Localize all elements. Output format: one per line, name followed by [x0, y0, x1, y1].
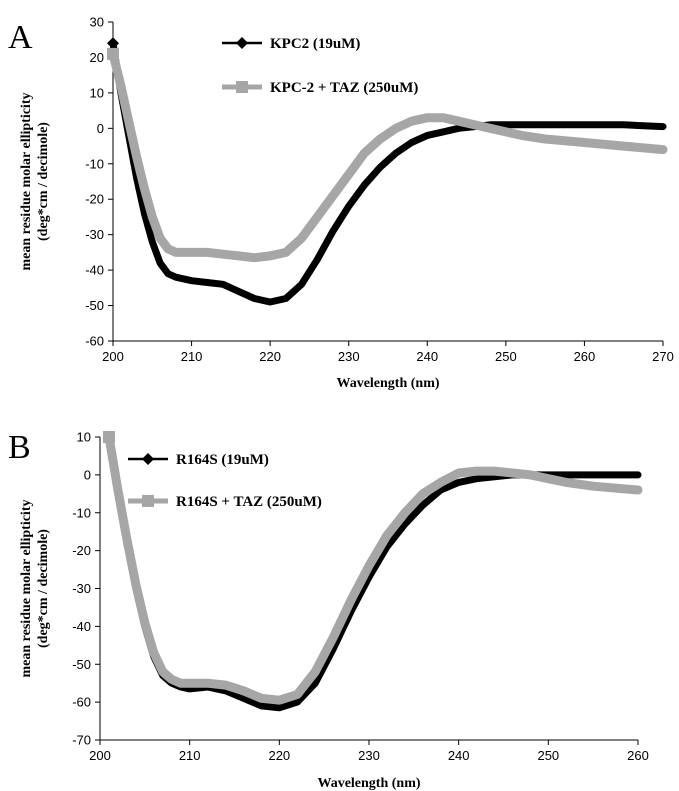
series-point [107, 47, 119, 60]
legend-marker [236, 37, 248, 49]
x-tick-label: 200 [89, 748, 111, 763]
y-axis-label-line: (deg*cm / decimole) [36, 529, 51, 648]
y-tick-label: -50 [72, 657, 91, 672]
y-tick-label: -50 [85, 298, 104, 313]
series-point [102, 431, 115, 443]
x-tick-label: 240 [416, 349, 438, 364]
y-tick-label: -10 [85, 156, 104, 171]
y-axis-label-line: mean residue molar ellipticity [19, 93, 34, 271]
x-tick-label: 230 [338, 349, 360, 364]
y-tick-label: -40 [85, 263, 104, 278]
x-tick-label: 220 [259, 349, 281, 364]
x-tick-label: 240 [448, 748, 470, 763]
x-tick-label: 260 [574, 349, 596, 364]
x-tick-label: 210 [179, 748, 201, 763]
x-tick-label: 200 [102, 349, 124, 364]
y-tick-label: -10 [72, 505, 91, 520]
x-tick-label: 210 [181, 349, 203, 364]
y-tick-label: 10 [77, 430, 91, 445]
y-tick-label: -30 [85, 227, 104, 242]
y-tick-label: 0 [84, 467, 91, 482]
y-axis-label-line: mean residue molar ellipticity [19, 500, 34, 678]
series-line-2 [108, 49, 668, 263]
y-tick-label: -60 [72, 695, 91, 710]
series-point [107, 37, 119, 50]
y-tick-label: -30 [72, 581, 91, 596]
y-tick-label: 0 [97, 121, 104, 136]
x-tick-label: 250 [495, 349, 517, 364]
legend-label: R164S (19uM) [176, 452, 269, 468]
y-tick-label: 10 [90, 85, 104, 100]
series-line-2 [104, 432, 643, 705]
legend-label: KPC2 (19uM) [270, 36, 360, 52]
legend-marker [142, 453, 154, 465]
x-tick-label: 250 [537, 748, 559, 763]
x-axis-label: Wavelength (nm) [317, 776, 420, 791]
y-tick-label: 30 [90, 15, 104, 30]
legend-label: KPC-2 + TAZ (250uM) [270, 80, 418, 96]
legend-marker [236, 81, 248, 93]
y-tick-label: -40 [72, 619, 91, 634]
legend-marker [142, 495, 154, 507]
y-tick-label: -60 [85, 334, 104, 349]
y-tick-label: 20 [90, 50, 104, 65]
x-tick-label: 260 [627, 748, 649, 763]
x-tick-label: 220 [268, 748, 290, 763]
x-tick-label: 270 [652, 349, 674, 364]
y-tick-label: -20 [72, 543, 91, 558]
y-axis-label-line: (deg*cm / decimole) [36, 122, 51, 241]
panel-letter: B [8, 429, 31, 466]
y-tick-label: -20 [85, 192, 104, 207]
legend-label: R164S + TAZ (250uM) [176, 494, 322, 510]
x-axis-label: Wavelength (nm) [336, 376, 439, 391]
x-tick-label: 230 [358, 748, 380, 763]
panel-letter: A [8, 19, 33, 56]
y-tick-label: -70 [72, 733, 91, 748]
